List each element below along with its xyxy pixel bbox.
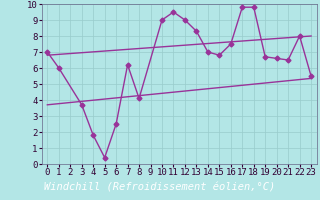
Text: Windchill (Refroidissement éolien,°C): Windchill (Refroidissement éolien,°C): [44, 182, 276, 192]
